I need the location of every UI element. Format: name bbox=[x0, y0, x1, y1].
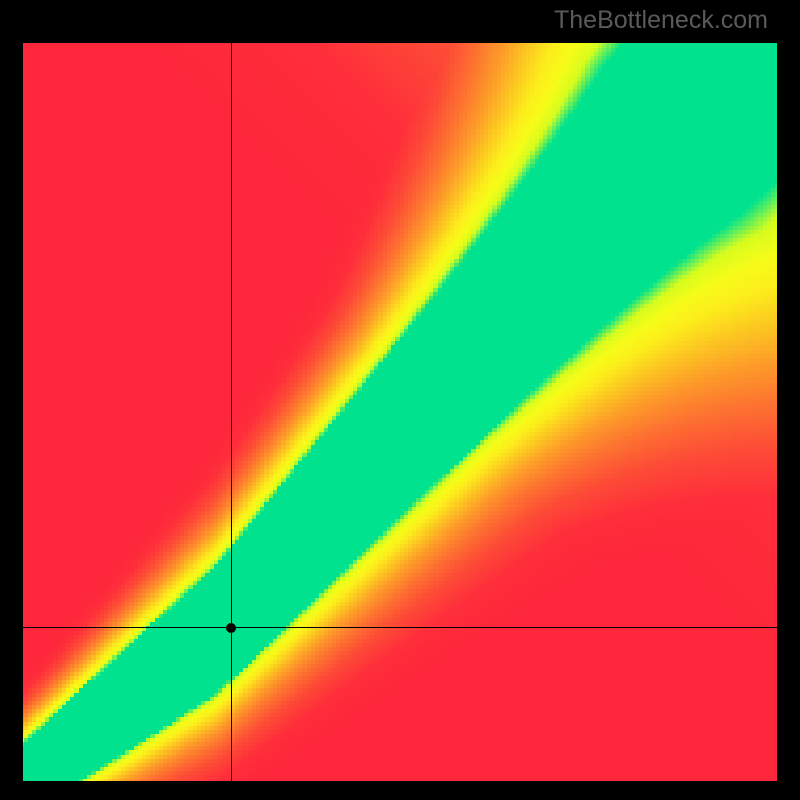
attribution-text: TheBottleneck.com bbox=[554, 6, 768, 35]
marker-point bbox=[226, 623, 236, 633]
crosshair-vertical bbox=[231, 40, 232, 784]
heatmap-canvas bbox=[20, 40, 780, 784]
chart-container: { "type": "heatmap", "attribution": { "t… bbox=[0, 0, 800, 800]
crosshair-horizontal bbox=[20, 627, 780, 628]
heatmap-plot bbox=[20, 40, 780, 784]
